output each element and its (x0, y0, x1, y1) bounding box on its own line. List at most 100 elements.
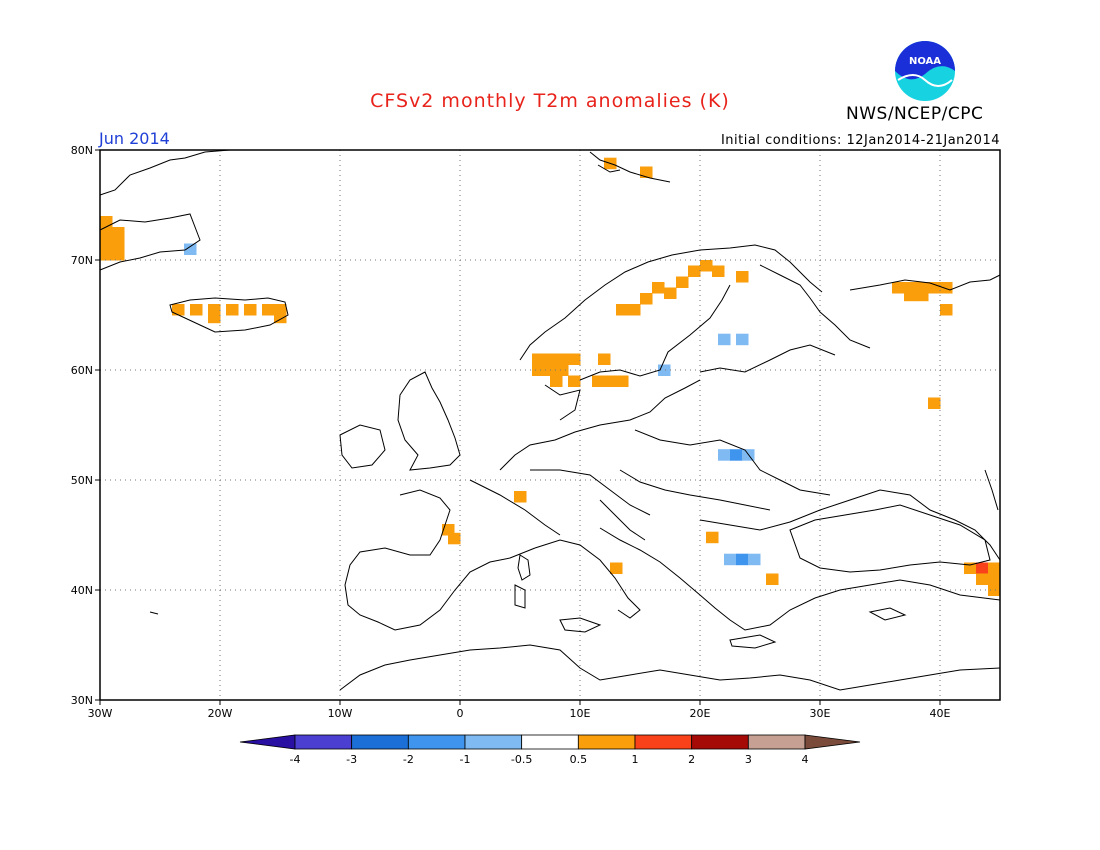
anomaly-cell (658, 364, 671, 376)
anomaly-cell (652, 282, 665, 294)
anomaly-cell (568, 375, 581, 387)
anomaly-cell (604, 375, 617, 387)
anomaly-cell (730, 449, 743, 461)
anomaly-cell (718, 449, 731, 461)
anomaly-cell (766, 573, 779, 585)
anomaly-cell (640, 293, 653, 305)
anomaly-cell (904, 282, 917, 294)
anomaly-cell (112, 249, 125, 261)
lat-tick-label: 30N (71, 694, 93, 707)
anomaly-cell (928, 397, 941, 409)
anomaly-cell (976, 562, 989, 574)
colorbar-label: 2 (688, 753, 695, 766)
lon-tick-label: 30W (88, 707, 113, 720)
colorbar-label: -1 (460, 753, 471, 766)
lat-tick-label: 60N (71, 364, 93, 377)
anomaly-cell (988, 573, 1001, 585)
map-frame (99, 149, 1001, 701)
colorbar-label: -0.5 (511, 753, 532, 766)
anomaly-cell (448, 532, 461, 545)
anomaly-cell (928, 282, 941, 294)
anomaly-cell (244, 304, 257, 316)
anomaly-cell (616, 375, 629, 387)
anomaly-cells (100, 157, 1001, 596)
anomaly-cell (628, 304, 641, 316)
anomaly-cell (916, 282, 929, 294)
anomaly-cell (532, 353, 545, 365)
colorbar-label: -3 (346, 753, 357, 766)
anomaly-cell (550, 375, 563, 387)
anomaly-cell (640, 166, 653, 178)
anomaly-cell (226, 304, 239, 316)
anomaly-cell (592, 375, 605, 387)
colorbar-segment (464, 734, 523, 750)
lon-tick-label: 20W (208, 707, 233, 720)
valid-month-label: Jun 2014 (99, 129, 170, 148)
anomaly-cell (100, 249, 113, 261)
anomaly-cell (100, 216, 113, 228)
anomaly-cell (676, 276, 689, 288)
anomaly-cell (940, 282, 953, 294)
colorbar-legend: -4 -3 -2 -1 -0.5 0.5 1 2 3 4 (239, 734, 861, 766)
colorbar-segment (294, 734, 353, 750)
lon-tick-label: 30E (810, 707, 831, 720)
anomaly-cell (208, 304, 221, 316)
lon-tick-label: 40E (930, 707, 951, 720)
anomaly-cell (688, 265, 701, 277)
anomaly-cell (184, 243, 197, 255)
anomaly-cell (556, 353, 569, 365)
noaa-logo: NOAA (895, 41, 955, 101)
axis-ticks: 30N 40N 50N 60N 70N 80N 30W 20W 10W 0 10E 20E 30E 40E (71, 144, 951, 720)
anomaly-cell (904, 289, 917, 302)
colorbar-label: -2 (403, 753, 414, 766)
noaa-logo-text: NOAA (909, 56, 941, 67)
anomaly-cell (616, 304, 629, 316)
anomaly-cell (442, 524, 455, 536)
agency-label: NWS/NCEP/CPC (846, 104, 984, 124)
initial-conditions-label: Initial conditions: 12Jan2014-21Jan2014 (720, 133, 1000, 148)
colorbar-label: 1 (632, 753, 639, 766)
anomaly-cell (736, 271, 749, 283)
colorbar-low-arrow (239, 734, 296, 750)
colorbar-label: 3 (745, 753, 752, 766)
anomaly-cell (112, 227, 125, 239)
anomaly-cell (274, 311, 287, 324)
colorbar-segment (747, 734, 806, 750)
anomaly-cell (262, 304, 275, 316)
anomaly-cell (736, 333, 749, 346)
colorbar-segment (521, 734, 579, 750)
anomaly-cell (532, 364, 545, 376)
anomaly-cell (100, 227, 113, 239)
anomaly-cell (976, 573, 989, 585)
anomaly-cell (556, 364, 569, 376)
anomaly-cell (988, 584, 1001, 596)
lon-tick-label: 10E (570, 707, 591, 720)
anomaly-cell (514, 491, 527, 503)
anomaly-cell (172, 304, 185, 316)
colorbar-segment (407, 734, 466, 750)
anomaly-cell (748, 553, 761, 566)
map-title: CFSv2 monthly T2m anomalies (K) (370, 90, 730, 112)
anomaly-cell (700, 260, 713, 272)
anomaly-cell (100, 238, 113, 250)
lat-tick-label: 50N (71, 474, 93, 487)
coastlines (99, 149, 1001, 691)
colorbar-segment (634, 734, 693, 750)
anomaly-cell (712, 265, 725, 277)
anomaly-cell (988, 562, 1001, 574)
anomaly-cell (736, 553, 749, 566)
anomaly-cell (916, 289, 929, 302)
anomaly-cell (598, 353, 611, 365)
colorbar-label: 4 (802, 753, 809, 766)
lat-tick-label: 80N (71, 144, 93, 157)
anomaly-cell (568, 353, 581, 365)
anomaly-cell (724, 553, 737, 566)
anomaly-cell (718, 333, 731, 346)
anomaly-cell (208, 311, 221, 324)
lat-tick-label: 70N (71, 254, 93, 267)
colorbar-label: -4 (290, 753, 301, 766)
anomaly-cell (274, 304, 287, 316)
lon-tick-label: 10W (328, 707, 353, 720)
anomaly-cell (940, 304, 953, 316)
